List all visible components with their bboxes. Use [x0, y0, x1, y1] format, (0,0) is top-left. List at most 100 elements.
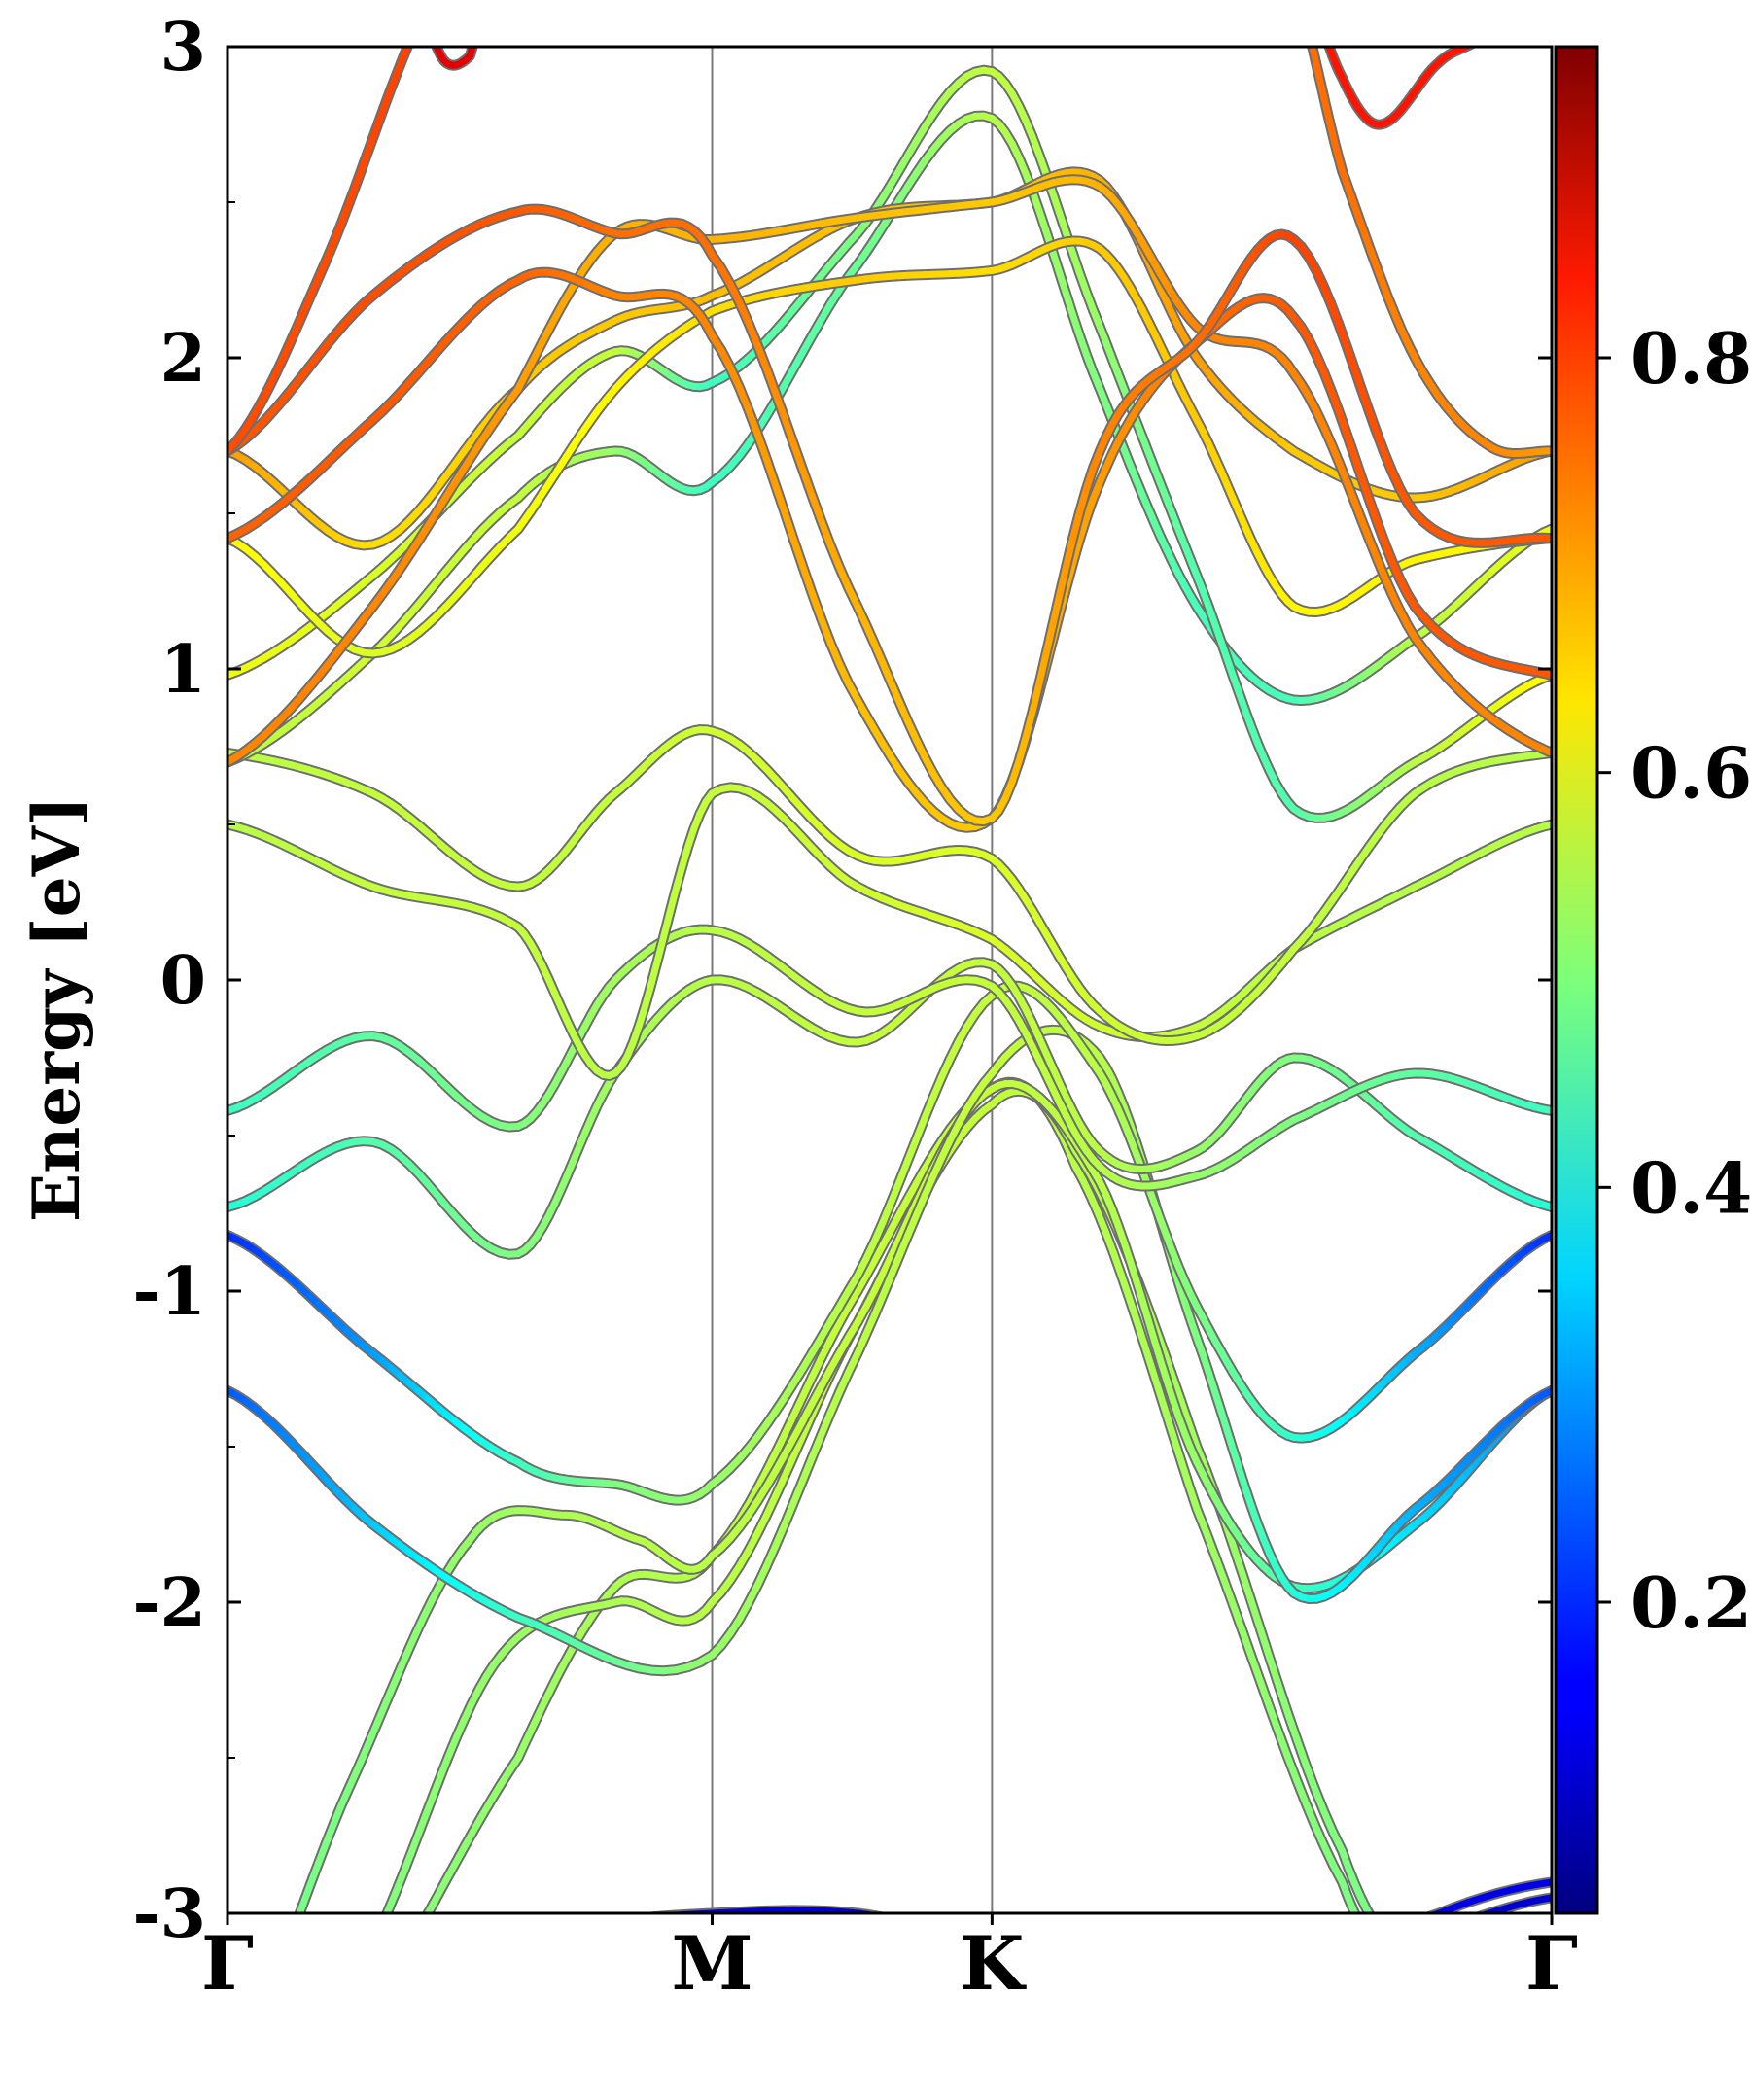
band-1-segment	[263, 1956, 272, 1957]
band-4-segment	[1257, 1626, 1274, 1662]
band-4-segment	[1460, 2029, 1467, 2037]
band-20-segment	[432, 36, 434, 40]
band-4-segment	[1284, 1709, 1301, 1743]
band-17-segment	[745, 406, 761, 438]
band-1-segment	[1348, 1947, 1357, 1949]
colorbar-tick-label: 0.4	[1630, 1146, 1750, 1229]
band-3-segment	[1171, 1435, 1185, 1467]
band-3-segment	[1247, 1653, 1264, 1686]
band-3-segment	[1202, 1528, 1219, 1559]
band-6-segment	[879, 1272, 895, 1300]
band-4-segment	[1178, 1399, 1193, 1428]
band-20-segment	[429, 28, 431, 32]
band-1-segment	[1230, 1969, 1239, 1970]
band-20-segment	[470, 47, 476, 49]
band-19-segment	[400, 47, 411, 61]
band-1-segment	[1312, 1955, 1320, 1957]
band-21-segment	[1466, 47, 1474, 49]
band-3-segment	[1275, 1729, 1291, 1761]
band-3-segment	[355, 2020, 364, 2034]
band-1-segment	[428, 1938, 437, 1939]
band-3-segment	[364, 2007, 372, 2020]
band-17-segment	[808, 590, 825, 622]
band-3-segment	[1475, 2075, 1482, 2082]
band-19-segment	[415, 16, 421, 29]
band-4-segment	[763, 1492, 780, 1519]
band-5-segment	[258, 2001, 265, 2017]
y-tick-label: -2	[132, 1564, 206, 1642]
band-3-segment	[1211, 1552, 1228, 1584]
band-13-segment	[1069, 250, 1083, 277]
band-17-segment	[763, 456, 780, 490]
band-17-segment	[1366, 497, 1381, 526]
band-17-segment	[753, 431, 771, 464]
band-18-segment	[772, 390, 788, 423]
band-3-segment	[1125, 1293, 1140, 1323]
band-7-segment	[904, 1135, 921, 1164]
band-20-segment	[431, 32, 433, 36]
band-3-segment	[373, 1993, 382, 2007]
band-7-segment	[921, 1094, 937, 1122]
band-3-segment	[1397, 1986, 1403, 1994]
band-3-segment	[1384, 1969, 1390, 1978]
band-2-segment	[1257, 1979, 1266, 1980]
plot-frame	[226, 45, 1554, 1915]
band-1-segment	[1061, 1961, 1070, 1963]
band-3-segment	[1284, 1753, 1301, 1784]
band-4-segment	[1229, 1542, 1246, 1577]
band-3-segment	[382, 1978, 391, 1993]
band-18-segment	[781, 415, 798, 448]
band-20-segment	[479, 16, 480, 18]
band-7-segment	[879, 1199, 895, 1226]
x-tick-label: M	[671, 1920, 752, 2007]
band-3-segment	[1367, 1938, 1373, 1948]
band-18-segment	[1076, 485, 1090, 516]
band-3-segment	[391, 1963, 400, 1978]
band-1-segment	[300, 1952, 309, 1953]
band-7-segment	[913, 1114, 928, 1142]
band-17-segment	[826, 639, 843, 668]
band-21-segment	[1318, 13, 1321, 22]
band-1-segment	[328, 1948, 336, 1949]
band-6-segment	[781, 1498, 798, 1528]
band-3-segment	[346, 2034, 355, 2048]
band-3-segment	[1257, 1678, 1274, 1711]
band-3-segment	[1147, 1363, 1163, 1394]
band-16-segment	[1350, 498, 1366, 525]
band-18-segment	[1373, 430, 1388, 457]
band-1-segment	[950, 1934, 959, 1936]
band-10	[228, 782, 1552, 1081]
band-4-segment	[414, 1810, 430, 1838]
band-3-segment	[1229, 1601, 1246, 1634]
band-1-segment	[1257, 1965, 1266, 1967]
band-6-segment	[818, 1410, 834, 1439]
band-2-segment	[1330, 1960, 1339, 1964]
band-10-segment	[666, 886, 680, 917]
band-20-segment	[423, 18, 425, 19]
band-6-segment	[772, 1521, 788, 1549]
x-tick-label: Γ	[201, 1920, 254, 2007]
band-3-segment	[1403, 1994, 1409, 2002]
band-1-segment	[1138, 1975, 1148, 1976]
band-17-segment	[1350, 452, 1366, 482]
band-4-segment	[772, 1472, 788, 1499]
band-4-segment	[790, 1431, 807, 1459]
band-18-segment	[745, 319, 761, 349]
band-4-segment	[422, 1791, 438, 1818]
band-3-segment	[424, 1910, 431, 1913]
band-4-segment	[1421, 1985, 1427, 1992]
band-17-segment	[835, 660, 853, 687]
band-17-segment	[790, 537, 807, 571]
band-20-segment	[428, 25, 430, 28]
band-3	[328, 1076, 1482, 2082]
band-3-segment	[1293, 1777, 1310, 1807]
band-1-segment	[1212, 1972, 1221, 1973]
band-4-segment	[392, 1870, 407, 1897]
band-7-segment	[929, 1073, 945, 1101]
band-22-segment	[1303, 7, 1307, 21]
band-1-segment	[291, 1953, 299, 1954]
band-3-segment	[328, 2062, 336, 2076]
band-18-segment	[1366, 408, 1381, 438]
band-21-segment	[1495, 18, 1499, 23]
band-1-segment	[1284, 1960, 1293, 1962]
